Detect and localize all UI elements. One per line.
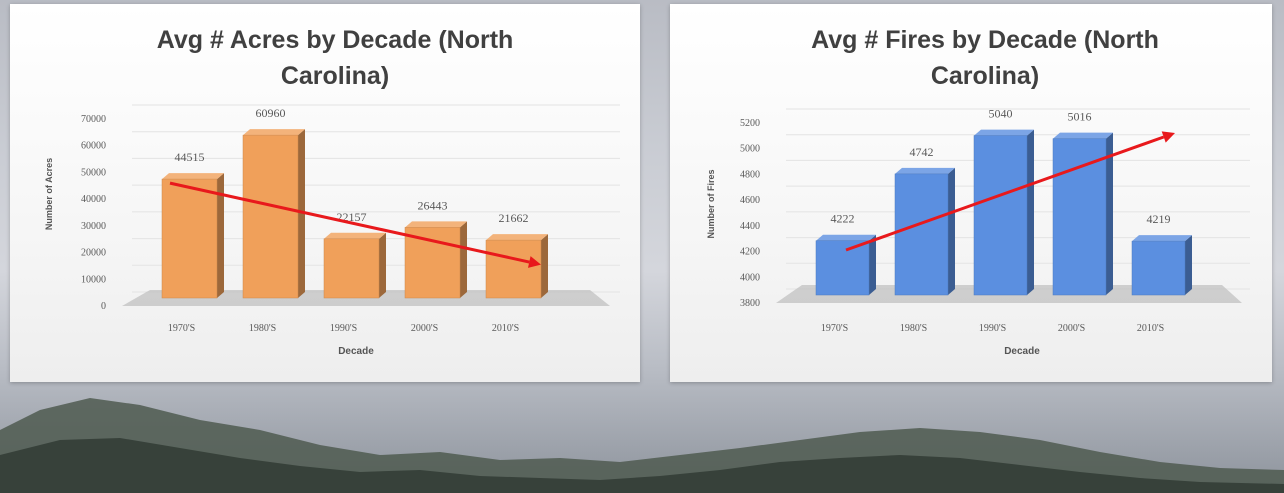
data-label: 60960 [256, 106, 286, 120]
acres-chart: 0 10000 20000 30000 40000 50000 60000 70000 197… [44, 26, 620, 357]
category-label: 2010'S [1137, 323, 1164, 334]
y-tick-label: 60000 [81, 141, 106, 152]
bar [323, 232, 386, 299]
category-label: 2010'S [492, 323, 519, 334]
bar [815, 234, 876, 296]
data-label: 21662 [499, 211, 529, 225]
y-tick-label: 4600 [740, 195, 760, 206]
y-tick-label: 0 [101, 301, 106, 312]
bar [973, 129, 1034, 296]
bar [894, 167, 955, 296]
data-label: 4219 [1147, 212, 1171, 226]
y-tick-label: 4000 [740, 272, 760, 283]
y-tick-label: 5000 [740, 144, 760, 155]
y-tick-label: 50000 [81, 167, 106, 178]
y-axis-label: Number of Acres [44, 158, 54, 230]
category-label: 1990'S [330, 323, 357, 334]
y-tick-label: 5200 [740, 118, 760, 129]
chart-title-line-1: Avg # Acres by Decade (North [157, 26, 514, 54]
y-tick-label: 30000 [81, 221, 106, 232]
y-tick-label: 3800 [740, 298, 760, 309]
data-label: 44515 [175, 150, 205, 164]
y-tick-label: 40000 [81, 194, 106, 205]
category-label: 1970'S [168, 323, 195, 334]
chart-title-line-2: Carolina) [281, 62, 389, 90]
bar [242, 129, 305, 299]
y-tick-label: 4400 [740, 221, 760, 232]
fires-chart-panel: 3800 4000 4200 4400 4600 4800 5000 5200 1970'S 1… [670, 4, 1272, 382]
category-label: 1990'S [979, 323, 1006, 334]
trend-arrow [169, 181, 541, 268]
data-label: 5040 [989, 107, 1013, 121]
x-axis-label: Decade [1004, 346, 1040, 357]
y-tick-label: 10000 [81, 274, 106, 285]
bar [1131, 235, 1192, 296]
acres-chart-panel: 0 10000 20000 30000 40000 50000 60000 70000 197… [10, 4, 640, 382]
category-label: 2000'S [411, 323, 438, 334]
data-label: 26443 [418, 198, 448, 212]
y-tick-label: 4200 [740, 247, 760, 258]
data-label: 4742 [910, 145, 934, 159]
y-axis-label: Number of Fires [706, 169, 716, 238]
x-axis-label: Decade [338, 346, 374, 357]
bar [485, 234, 548, 299]
y-tick-label: 4800 [740, 169, 760, 180]
category-label: 1980'S [900, 323, 927, 334]
data-label: 5016 [1068, 110, 1092, 124]
chart-title-line-2: Carolina) [931, 62, 1039, 90]
data-label: 4222 [831, 212, 855, 226]
y-tick-label: 70000 [81, 114, 106, 125]
bar [1052, 132, 1113, 296]
category-label: 1980'S [249, 323, 276, 334]
chart-title-line-1: Avg # Fires by Decade (North [811, 26, 1159, 54]
y-tick-label: 20000 [81, 248, 106, 259]
category-label: 2000'S [1058, 323, 1085, 334]
fires-chart: 3800 4000 4200 4400 4600 4800 5000 5200 1970'S 1… [706, 26, 1250, 357]
bar [404, 221, 467, 299]
category-label: 1970'S [821, 323, 848, 334]
trend-arrow [845, 131, 1175, 252]
bar [161, 173, 224, 299]
